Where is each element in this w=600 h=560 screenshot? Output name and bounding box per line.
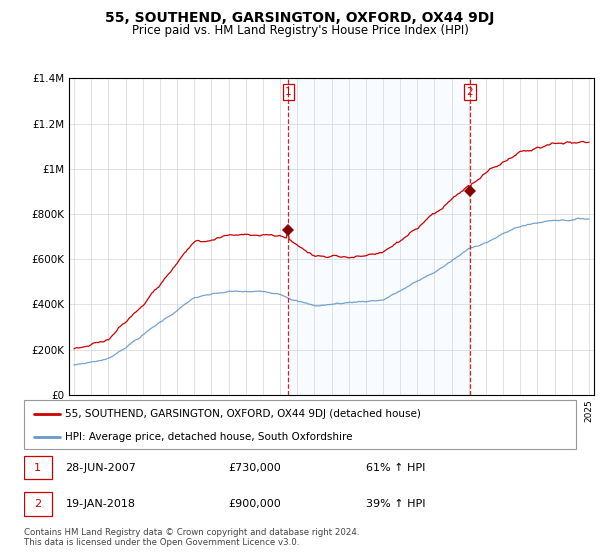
Text: 55, SOUTHEND, GARSINGTON, OXFORD, OX44 9DJ: 55, SOUTHEND, GARSINGTON, OXFORD, OX44 9… bbox=[106, 11, 494, 25]
Text: £730,000: £730,000 bbox=[228, 463, 281, 473]
FancyBboxPatch shape bbox=[24, 492, 52, 516]
Text: 39% ↑ HPI: 39% ↑ HPI bbox=[366, 499, 426, 509]
Text: 1: 1 bbox=[34, 463, 41, 473]
FancyBboxPatch shape bbox=[24, 456, 52, 479]
Text: 55, SOUTHEND, GARSINGTON, OXFORD, OX44 9DJ (detached house): 55, SOUTHEND, GARSINGTON, OXFORD, OX44 9… bbox=[65, 409, 421, 419]
Text: Price paid vs. HM Land Registry's House Price Index (HPI): Price paid vs. HM Land Registry's House … bbox=[131, 24, 469, 36]
Text: HPI: Average price, detached house, South Oxfordshire: HPI: Average price, detached house, Sout… bbox=[65, 432, 353, 442]
FancyBboxPatch shape bbox=[24, 400, 576, 449]
Text: Contains HM Land Registry data © Crown copyright and database right 2024.
This d: Contains HM Land Registry data © Crown c… bbox=[24, 528, 359, 547]
Text: 1: 1 bbox=[285, 87, 292, 97]
Text: 28-JUN-2007: 28-JUN-2007 bbox=[65, 463, 136, 473]
Text: £900,000: £900,000 bbox=[228, 499, 281, 509]
Bar bbox=[289, 78, 470, 395]
Text: 2: 2 bbox=[34, 499, 41, 509]
Text: 61% ↑ HPI: 61% ↑ HPI bbox=[366, 463, 425, 473]
Text: 19-JAN-2018: 19-JAN-2018 bbox=[65, 499, 136, 509]
Text: 2: 2 bbox=[466, 87, 473, 97]
